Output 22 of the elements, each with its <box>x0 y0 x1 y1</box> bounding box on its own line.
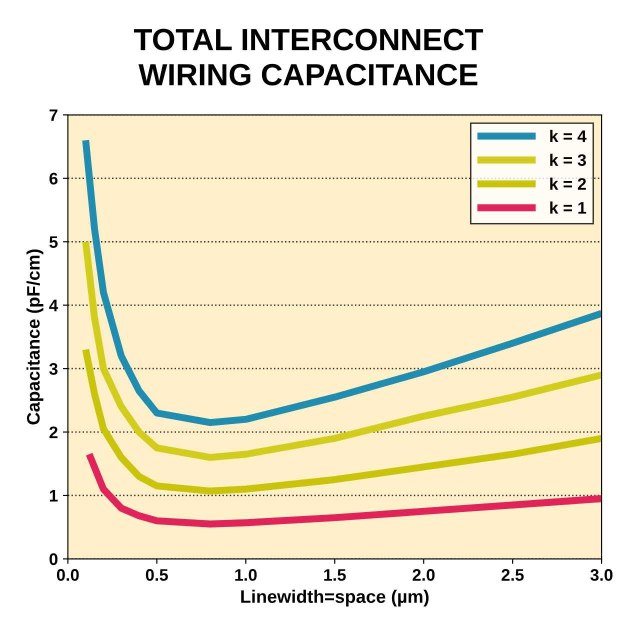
x-tick-label: 1.0 <box>235 569 257 581</box>
y-tick-label: 5 <box>49 236 58 248</box>
y-axis-title: Capacitance (pF/cm) <box>26 249 44 424</box>
y-tick-label: 3 <box>49 363 58 375</box>
legend-label: k = 3 <box>550 154 586 166</box>
y-tick-label: 2 <box>49 426 58 438</box>
legend-label: k = 1 <box>550 201 586 214</box>
x-tick-label: 1.5 <box>324 569 346 581</box>
legend-label: k = 2 <box>550 178 586 190</box>
x-tick-label: 3.0 <box>590 569 612 581</box>
y-tick-label: 0 <box>50 553 58 566</box>
legend-label: k = 4 <box>550 130 586 142</box>
y-tick-label: 1 <box>50 490 58 502</box>
x-tick-label: 2.5 <box>502 569 524 581</box>
y-tick-label: 7 <box>50 109 58 121</box>
x-tick-label: 0.0 <box>56 569 79 581</box>
x-axis-title: Linewidth=space (µm) <box>241 590 429 607</box>
y-tick-label: 6 <box>49 172 58 185</box>
y-tick-label: 4 <box>49 300 58 312</box>
chart-title: TOTAL INTERCONNECT WIRING CAPACITANCE <box>134 28 484 86</box>
x-tick-label: 0.5 <box>146 569 168 581</box>
x-tick-label: 2.0 <box>412 569 435 581</box>
